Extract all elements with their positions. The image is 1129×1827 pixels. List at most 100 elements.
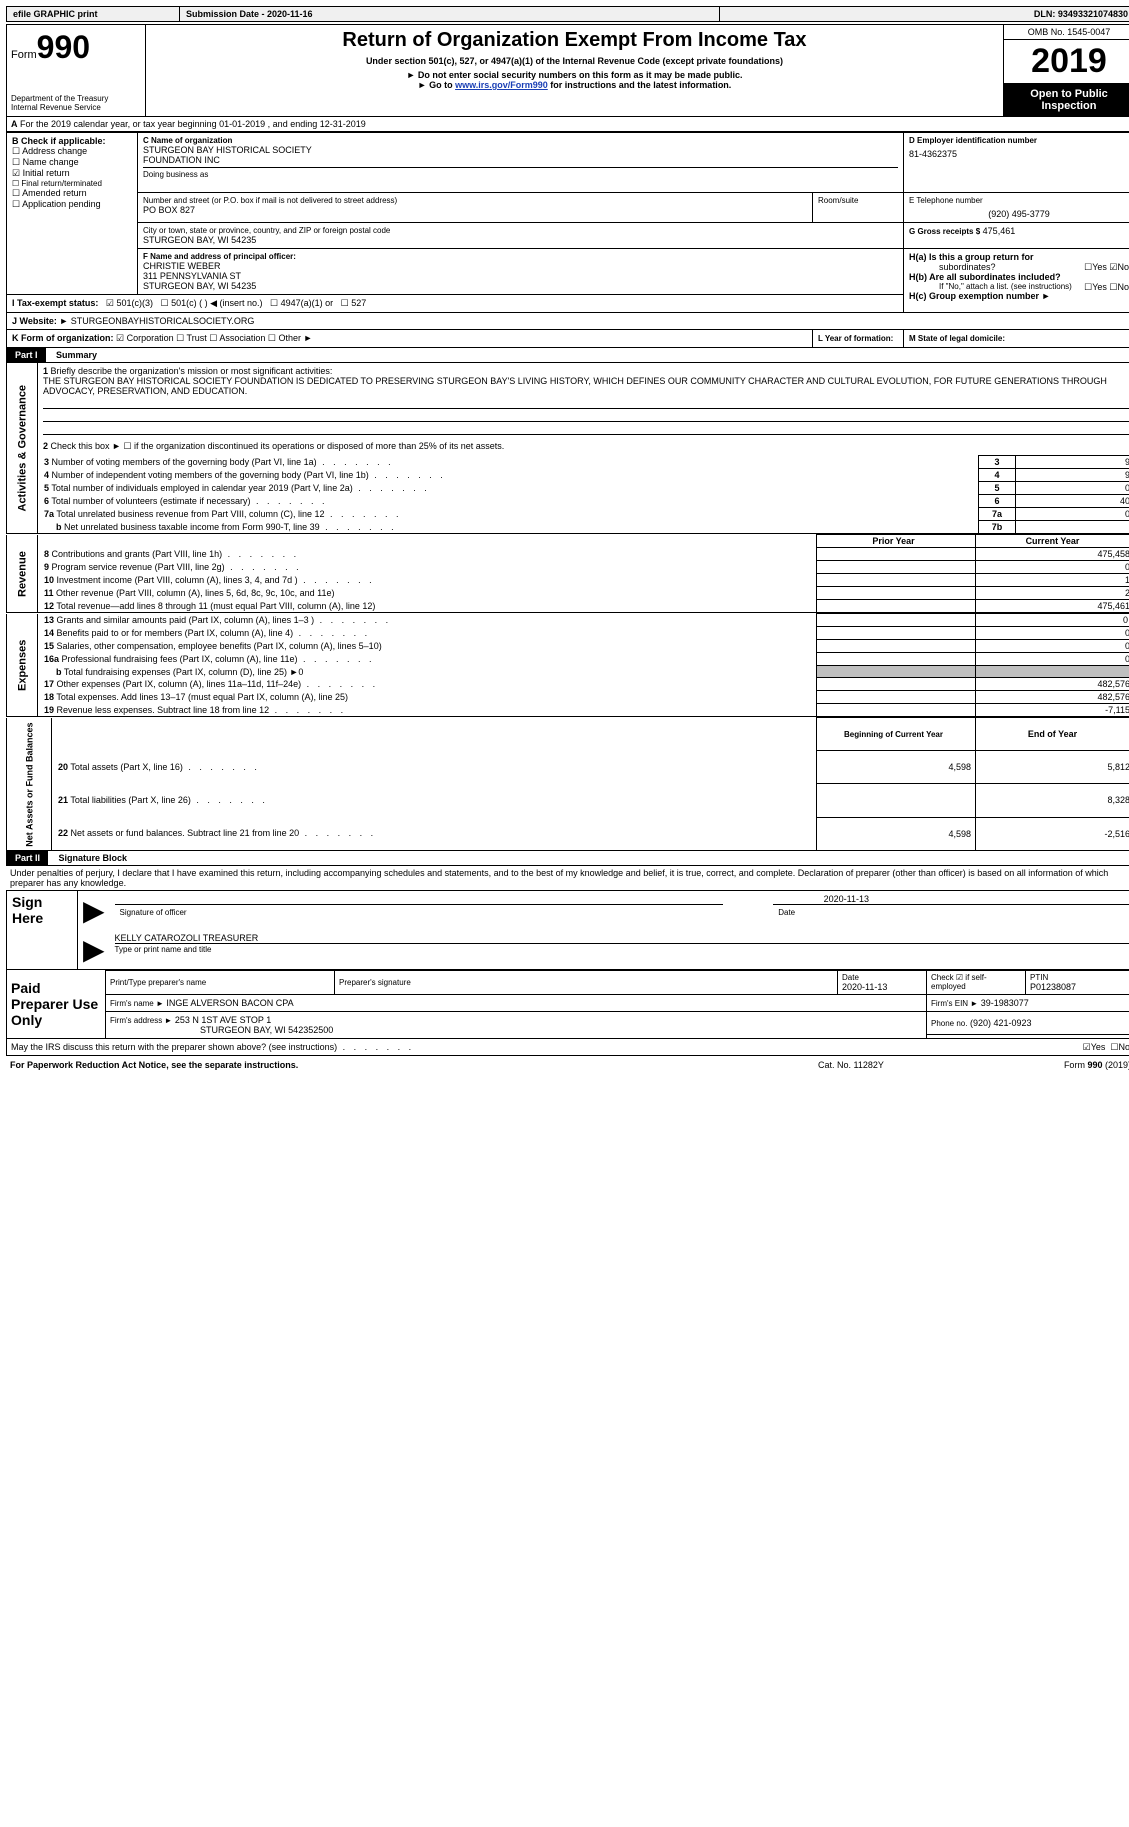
part1-bar: Part I Summary [6, 348, 1129, 363]
c11: 2 [976, 587, 1129, 600]
cb-527[interactable]: 527 [341, 298, 367, 308]
b20: 4,598 [817, 751, 976, 784]
dln: DLN: 93493321074830 [720, 7, 1129, 22]
b21 [817, 784, 976, 817]
line17: Other expenses (Part IX, column (A), lin… [57, 679, 379, 689]
line15: Salaries, other compensation, employee b… [57, 641, 382, 651]
entity-section: B Check if applicable: Address change Na… [6, 132, 1129, 348]
c18: 482,576 [976, 691, 1129, 704]
dba-label: Doing business as [143, 170, 898, 179]
prep-check-label: Check ☑ if self-employed [931, 973, 1021, 991]
c15: 0 [976, 640, 1129, 653]
page-footer: For Paperwork Reduction Act Notice, see … [6, 1058, 1129, 1072]
cb-corp[interactable]: Corporation [116, 333, 174, 343]
firm-addr2: STURGEON BAY, WI 542352500 [200, 1025, 333, 1035]
boxB-title: B Check if applicable: [12, 136, 132, 146]
form-footer: Form 990 (2019) [945, 1058, 1129, 1072]
cb-initial-return[interactable]: Initial return [12, 168, 132, 179]
firm-addr1: 253 N 1ST AVE STOP 1 [175, 1015, 271, 1025]
cb-501c[interactable]: 501(c) ( ) ◀ (insert no.) [160, 298, 262, 308]
line8: Contributions and grants (Part VIII, lin… [52, 549, 300, 559]
officer-l3: STURGEON BAY, WI 54235 [143, 281, 898, 291]
cb-final-return[interactable]: Final return/terminated [12, 179, 132, 188]
side-netassets: Net Assets or Fund Balances [7, 718, 52, 851]
hdr-end: End of Year [976, 718, 1129, 751]
line2: Check this box ► ☐ if the organization d… [51, 441, 505, 451]
firm-phone-label: Phone no. [931, 1019, 967, 1028]
org-name-1: STURGEON BAY HISTORICAL SOCIETY [143, 145, 898, 155]
line19: Revenue less expenses. Subtract line 18 … [57, 705, 347, 715]
room-label: Room/suite [818, 196, 898, 205]
line7b: Net unrelated business taxable income fr… [64, 522, 397, 532]
website-value: STURGEONBAYHISTORICALSOCIETY.ORG [71, 316, 255, 326]
e22: -2,516 [976, 817, 1129, 850]
cb-application-pending[interactable]: Application pending [12, 199, 132, 210]
phone-value: (920) 495-3779 [909, 209, 1129, 219]
sign-block: Sign Here ▶ 2020-11-13 Signature of offi… [6, 890, 1129, 970]
prep-sig-label: Preparer's signature [339, 978, 833, 987]
line3: Number of voting members of the governin… [52, 457, 394, 467]
revenue-block: Revenue Prior Year Current Year 8 Contri… [6, 534, 1129, 613]
sig-date-label: Date [773, 904, 1129, 920]
cb-assoc[interactable]: Association [209, 333, 265, 343]
firm-ein: 39-1983077 [981, 998, 1029, 1008]
line6: Total number of volunteers (estimate if … [51, 496, 327, 506]
cb-501c3[interactable]: 501(c)(3) [106, 298, 153, 308]
tax-year: 2019 [1004, 40, 1129, 84]
org-name-2: FOUNDATION INC [143, 155, 898, 165]
officer-name: KELLY CATAROZOLI TREASURER [115, 933, 1129, 943]
line21: Total liabilities (Part X, line 26) [70, 795, 268, 805]
cb-name-change[interactable]: Name change [12, 157, 132, 168]
c14: 0 [976, 627, 1129, 640]
c12: 475,461 [976, 600, 1129, 613]
mission-text: THE STURGEON BAY HISTORICAL SOCIETY FOUN… [43, 376, 1107, 396]
gross-value: 475,461 [983, 226, 1016, 236]
firm-ein-label: Firm's EIN ► [931, 999, 978, 1008]
line9: Program service revenue (Part VIII, line… [52, 562, 302, 572]
c10: 1 [976, 574, 1129, 587]
line18: Total expenses. Add lines 13–17 (must eq… [56, 692, 348, 702]
firm-addr-label: Firm's address ► [110, 1016, 172, 1025]
mission-label: Briefly describe the organization's miss… [51, 366, 333, 376]
e20: 5,812 [976, 751, 1129, 784]
cb-4947[interactable]: 4947(a)(1) or [270, 298, 333, 308]
line7a: Total unrelated business revenue from Pa… [56, 509, 401, 519]
c19: -7,115 [976, 704, 1129, 717]
line12: Total revenue—add lines 8 through 11 (mu… [56, 601, 375, 611]
open-inspection: Open to Public Inspection [1004, 84, 1129, 116]
part2-bar: Part II Signature Block [6, 851, 1129, 866]
efile-label: efile GRAPHIC print [7, 7, 180, 22]
ein-value: 81-4362375 [909, 149, 1129, 159]
paid-preparer-label: Paid Preparer Use Only [7, 970, 106, 1038]
note-ssn: Do not enter social security numbers on … [154, 70, 995, 80]
sign-arrow-icon: ▶ [78, 890, 110, 930]
firm-phone: (920) 421-0923 [970, 1018, 1032, 1028]
cb-amended[interactable]: Amended return [12, 188, 132, 199]
hdr-current: Current Year [976, 535, 1129, 548]
pra-notice: For Paperwork Reduction Act Notice, see … [6, 1058, 757, 1072]
period-line: A For the 2019 calendar year, or tax yea… [6, 117, 1129, 132]
line10: Investment income (Part VIII, column (A)… [57, 575, 375, 585]
cb-trust[interactable]: Trust [176, 333, 207, 343]
declaration: Under penalties of perjury, I declare th… [6, 866, 1129, 890]
preparer-block: Paid Preparer Use Only Print/Type prepar… [6, 970, 1129, 1039]
line13: Grants and similar amounts paid (Part IX… [57, 615, 392, 625]
part1-title: Summary [48, 350, 97, 360]
submission-date: Submission Date - 2020-11-16 [180, 7, 720, 22]
ptin-value: P01238087 [1030, 982, 1129, 992]
val7b [1016, 521, 1129, 534]
line11: Other revenue (Part VIII, column (A), li… [56, 588, 334, 598]
org-name-label: C Name of organization [143, 136, 898, 145]
cb-address-change[interactable]: Address change [12, 146, 132, 157]
c17: 482,576 [976, 678, 1129, 691]
street-label: Number and street (or P.O. box if mail i… [143, 196, 807, 205]
cb-other[interactable]: Other ► [268, 333, 313, 343]
c13: 0 [976, 614, 1129, 627]
firm-name: INGE ALVERSON BACON CPA [166, 998, 293, 1008]
sign-arrow-icon-2: ▶ [78, 930, 110, 970]
form-number: Form990 [11, 29, 141, 66]
website-label: J Website: ► [12, 316, 68, 326]
side-governance: Activities & Governance [7, 363, 38, 534]
prep-date-label: Date [842, 973, 922, 982]
hdr-beg: Beginning of Current Year [817, 718, 976, 751]
